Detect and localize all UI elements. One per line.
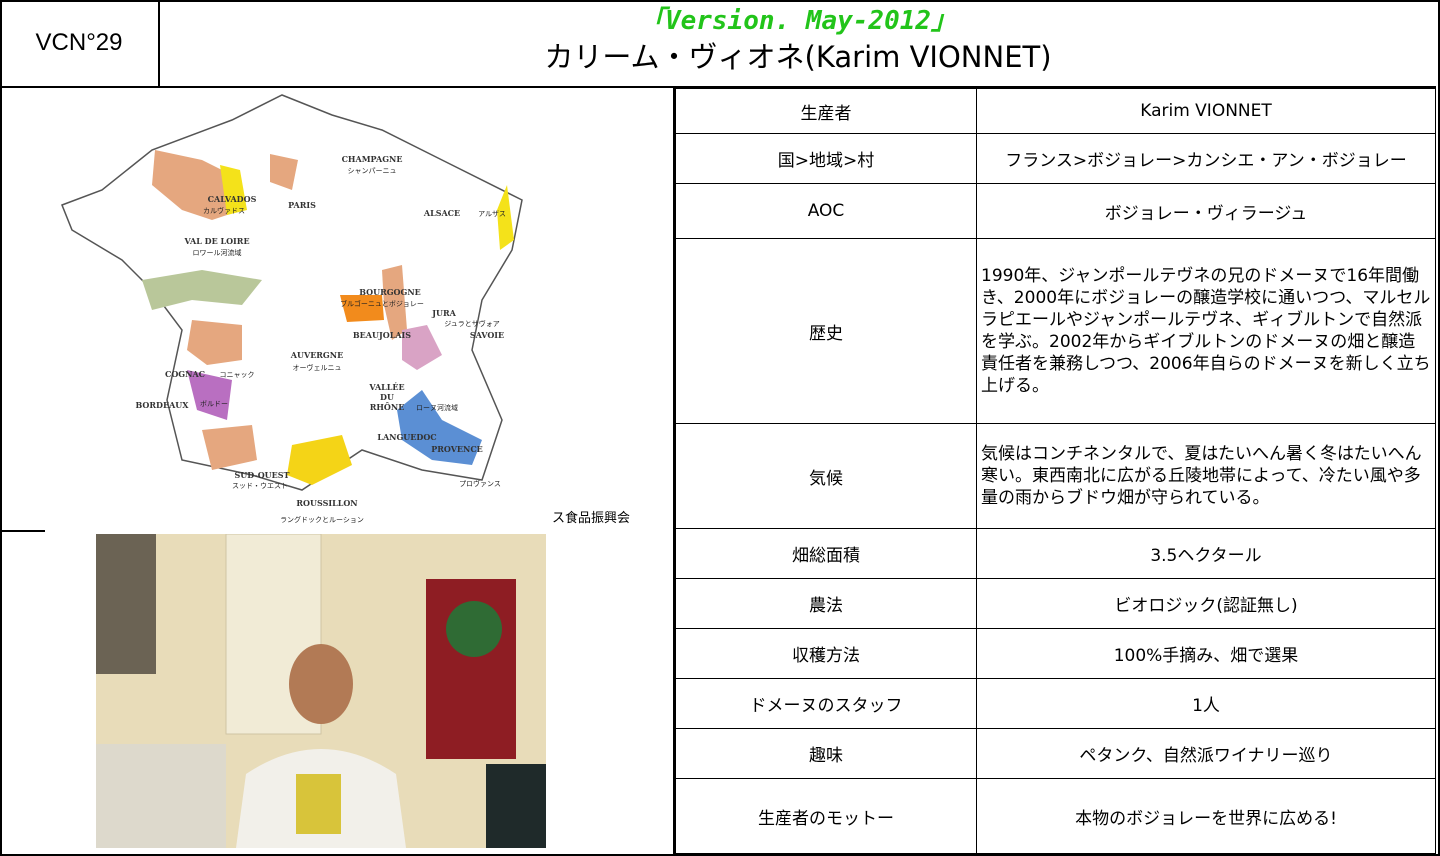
map-label: スッド・ウエスト [232,482,288,490]
map-label: ローヌ河流域 [416,403,458,412]
row-value: 1990年、ジャンポールテヴネの兄のドメーヌで16年間働き、2000年にボジョレ… [976,238,1436,424]
row-label: 歴史 [675,238,977,424]
row-value: 本物のボジョレーを世界に広める! [976,778,1436,854]
rule [673,88,675,854]
region [202,425,257,470]
map-label: PARIS [288,200,316,210]
map-label: COGNAC [165,369,205,379]
map-label: ブルゴーニュとボジョレー [340,299,424,308]
map-label: JURA [431,308,456,318]
map-label: ラングドックとルーション [280,515,364,524]
table-row: 趣味 ペタンク、自然派ワイナリー巡り [675,728,1436,779]
map-label: ALSACE [423,208,460,218]
row-value: 3.5ヘクタール [976,528,1436,579]
map-label: カルヴァドス [203,206,245,215]
map-label: DU [380,392,394,402]
map-credit: ス食品振興会 [552,510,630,526]
region [402,325,442,370]
row-value: ボジョレー・ヴィラージュ [976,183,1436,239]
doc-id: VCN°29 [0,0,160,88]
map-label: VAL DE LOIRE [183,236,249,246]
region [397,390,482,465]
table-row: 農法 ビオロジック(認証無し) [675,578,1436,629]
region [270,154,298,190]
row-value: 1人 [976,678,1436,729]
row-label: 気候 [675,423,977,529]
map-label: LANGUEDOC [377,432,436,442]
version: 「Version. May-2012」 [638,6,958,36]
map-label: ROUSSILLON [296,498,357,508]
map-label: BOURGOGNE [359,287,421,297]
row-label: 畑総面積 [675,528,977,579]
table-row: 畑総面積 3.5ヘクタール [675,528,1436,579]
map-label: PROVENCE [431,444,483,454]
map-label: CHAMPAGNE [342,154,403,164]
region [497,185,514,250]
row-value: 気候はコンチネンタルで、夏はたいへん暑く冬はたいへん寒い。東西南北に広がる丘陵地… [976,423,1436,529]
row-value: ペタンク、自然派ワイナリー巡り [976,728,1436,779]
row-value: Karim VIONNET [976,88,1436,134]
map-label: コニャック [220,371,255,379]
row-label: ドメーヌのスタッフ [675,678,977,729]
row-label: 農法 [675,578,977,629]
map-label: AUVERGNE [290,350,343,360]
title: カリーム・ヴィオネ(Karim VIONNET) [544,40,1052,74]
map: CHAMPAGNE シャンパーニュ CALVADOS カルヴァドス PARIS ALSAC… [61,94,630,526]
region [142,270,262,310]
map-label: SAVOIE [470,330,504,340]
table-row: 収穫方法 100%手摘み、畑で選果 [675,628,1436,679]
region [220,165,247,215]
row-value: 100%手摘み、畑で選果 [976,628,1436,679]
row-value: フランス>ボジョレー>カンシエ・アン・ボジョレー [976,133,1436,184]
table-row: ドメーヌのスタッフ 1人 [675,678,1436,729]
table-row: 生産者 Karim VIONNET [675,88,1436,134]
map-label: シャンパーニュ [348,167,397,175]
row-label: 生産者 [675,88,977,134]
profile-table: 生産者 Karim VIONNET 国>地域>村 フランス>ボジョレー>カンシエ・アン… [675,88,1436,854]
region [287,435,352,485]
title-cell: 「Version. May-2012」 カリーム・ヴィオネ(Karim VION… [160,0,1436,88]
map-label: アルザス [478,210,506,218]
table-row: 気候 気候はコンチネンタルで、夏はたいへん暑く冬はたいへん寒い。東西南北に広がる丘… [675,423,1436,529]
region [382,265,407,340]
row-label: AOC [675,183,977,239]
map-label: RHÔNE [370,402,405,412]
map-label: ロワール河流域 [193,248,242,257]
region [340,295,384,322]
row-label: 趣味 [675,728,977,779]
row-label: 収穫方法 [675,628,977,679]
map-label: ボルドー [200,400,228,408]
row-label: 生産者のモットー [675,778,977,854]
map-label: SUD-OUEST [235,470,290,480]
producer-photo [96,534,546,848]
table-row: 国>地域>村 フランス>ボジョレー>カンシエ・アン・ボジョレー [675,133,1436,184]
map-label: オーヴェルニュ [293,363,342,372]
map-label: CALVADOS [208,194,257,204]
region [152,150,242,220]
map-label: VALLÉE [368,382,404,392]
map-label: プロヴァンス [459,479,501,488]
map-label: BORDEAUX [136,400,190,410]
row-value: ビオロジック(認証無し) [976,578,1436,629]
row-label: 国>地域>村 [675,133,977,184]
map-label: BEAUJOLAIS [353,330,411,340]
map-label: ジュラとサヴォア [444,319,500,328]
table-row: 生産者のモットー 本物のボジョレーを世界に広める! [675,778,1436,854]
region [187,370,232,420]
table-row: 歴史 1990年、ジャンポールテヴネの兄のドメーヌで16年間働き、2000年にボジ… [675,238,1436,424]
table-row: AOC ボジョレー・ヴィラージュ [675,183,1436,239]
rule [0,530,45,532]
region [187,320,242,365]
